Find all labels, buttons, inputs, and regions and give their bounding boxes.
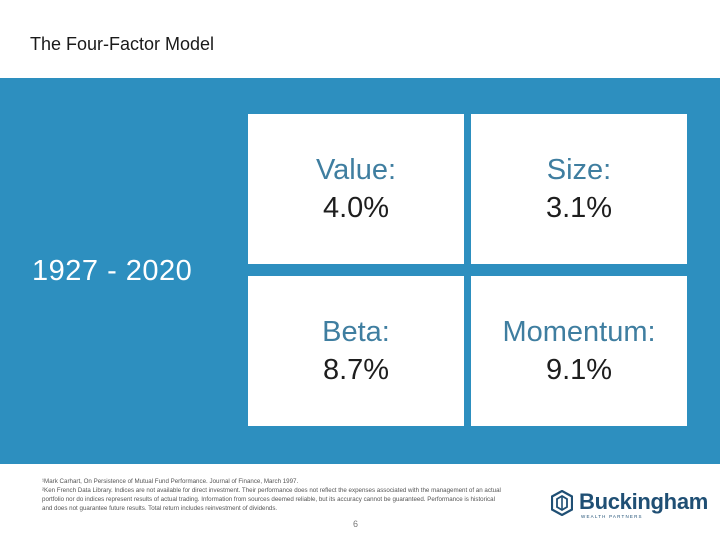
slide-title: The Four-Factor Model [30,34,215,54]
period-label: 1927 - 2020 [32,255,193,287]
factor-tile-value: Value: 4.0% [248,114,464,264]
logo-wordmark: Buckingham [579,489,709,514]
factor-value: 4.0% [322,192,390,224]
factor-value: 9.1% [545,354,613,386]
factor-tile-size: Size: 3.1% [471,114,687,264]
factor-name: Value: [315,154,397,186]
footnote-2: ²Ken French Data Library. Indices are no… [42,487,501,512]
factor-value: 8.7% [322,354,390,386]
buckingham-logo: Buckingham WEALTH PARTNERS [551,488,708,520]
factor-name: Beta: [322,316,390,348]
logo-tagline: WEALTH PARTNERS [581,514,643,519]
factor-name: Size: [546,154,612,186]
factor-tile-beta: Beta: 8.7% [248,276,464,426]
hexagon-logo-icon [551,490,573,516]
factor-value: 3.1% [545,192,613,224]
factor-tile-momentum: Momentum: 9.1% [471,276,687,426]
footnotes: ¹Mark Carhart, On Persistence of Mutual … [42,477,502,513]
footnote-1: ¹Mark Carhart, On Persistence of Mutual … [42,478,299,485]
page-number: 6 [353,519,359,529]
factor-name: Momentum: [502,316,656,348]
